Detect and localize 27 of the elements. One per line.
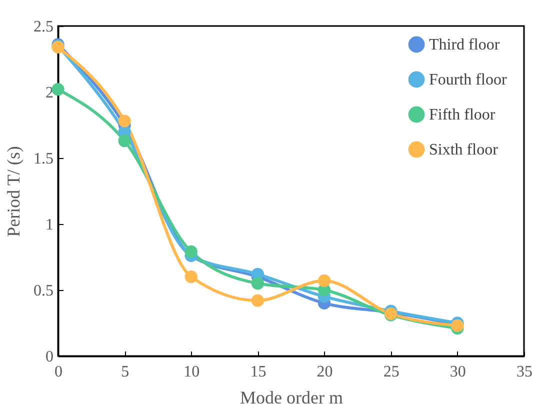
- point: [118, 134, 131, 148]
- y-tick-label: 1: [46, 216, 54, 234]
- y-tick-label: 2: [46, 84, 54, 102]
- point: [52, 83, 64, 96]
- legend-label: Sixth floor: [429, 142, 499, 158]
- legend-label: Third floor: [429, 36, 500, 54]
- point: [184, 270, 198, 284]
- y-tick-label: 0.5: [34, 282, 54, 300]
- x-tick-label: 5: [121, 364, 130, 380]
- x-tick-label: 15: [250, 364, 266, 380]
- x-tick-label: 20: [316, 364, 333, 380]
- y-tick-label: 2.5: [34, 18, 54, 36]
- legend-label: Fourth floor: [429, 72, 508, 88]
- y-tick-label: 0: [46, 348, 54, 366]
- x-tick-label: 10: [184, 364, 200, 380]
- point: [318, 274, 331, 288]
- legend-label: Fifth floor: [429, 106, 496, 124]
- point: [118, 114, 131, 128]
- y-tick-label: 1.5: [34, 150, 54, 168]
- x-tick-label: 25: [383, 364, 400, 380]
- x-tick-label: 35: [516, 364, 532, 380]
- point: [251, 294, 264, 307]
- x-tick-label: 30: [450, 364, 466, 380]
- y-axis-title: Period T/ (s): [4, 146, 24, 237]
- x-axis-title: Mode order m: [240, 388, 343, 408]
- point: [184, 245, 198, 258]
- point: [251, 277, 264, 290]
